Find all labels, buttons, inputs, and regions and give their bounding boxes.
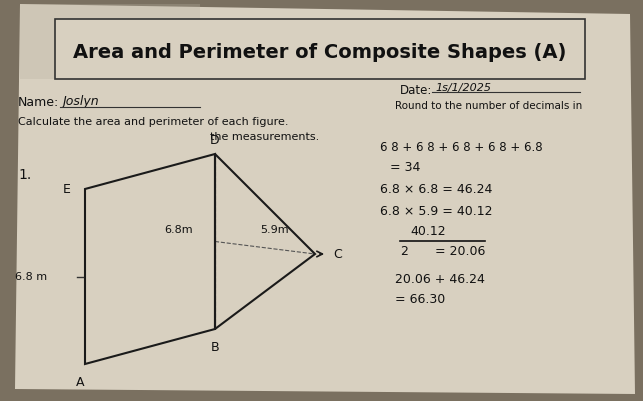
Text: 1.: 1.	[18, 168, 32, 182]
Polygon shape	[15, 5, 635, 394]
Text: 6.8 × 5.9 = 40.12: 6.8 × 5.9 = 40.12	[380, 205, 493, 218]
Text: Area and Perimeter of Composite Shapes (A): Area and Perimeter of Composite Shapes (…	[73, 43, 566, 61]
Text: 6 8 + 6 8 + 6 8 + 6 8 + 6.8: 6 8 + 6 8 + 6 8 + 6 8 + 6.8	[380, 141, 543, 154]
Text: the measurements.: the measurements.	[210, 132, 320, 142]
Text: A: A	[76, 376, 84, 389]
Polygon shape	[20, 5, 200, 80]
Text: = 66.30: = 66.30	[395, 293, 445, 306]
Text: 6.8 × 6.8 = 46.24: 6.8 × 6.8 = 46.24	[380, 183, 493, 196]
Text: 2: 2	[400, 245, 408, 258]
Text: 1s/1/2025: 1s/1/2025	[435, 83, 491, 93]
Text: = 20.06: = 20.06	[435, 245, 485, 258]
Text: Joslyn: Joslyn	[62, 95, 98, 108]
Text: 20.06 + 46.24: 20.06 + 46.24	[395, 273, 485, 286]
Text: = 34: = 34	[390, 161, 421, 174]
Text: Round to the number of decimals in: Round to the number of decimals in	[395, 101, 583, 111]
Text: C: C	[333, 248, 341, 261]
Text: E: E	[63, 183, 71, 196]
Text: D: D	[210, 134, 220, 147]
Text: Date:: Date:	[400, 83, 432, 96]
Text: B: B	[211, 341, 219, 354]
Text: 5.9m: 5.9m	[260, 225, 289, 235]
Text: 40.12: 40.12	[410, 225, 446, 238]
Bar	[55, 20, 585, 80]
Text: 6.8m: 6.8m	[165, 225, 193, 235]
Text: Name:: Name:	[18, 96, 59, 109]
Text: 6.8 m: 6.8 m	[15, 272, 47, 282]
Text: Calculate the area and perimeter of each figure.: Calculate the area and perimeter of each…	[18, 117, 289, 127]
